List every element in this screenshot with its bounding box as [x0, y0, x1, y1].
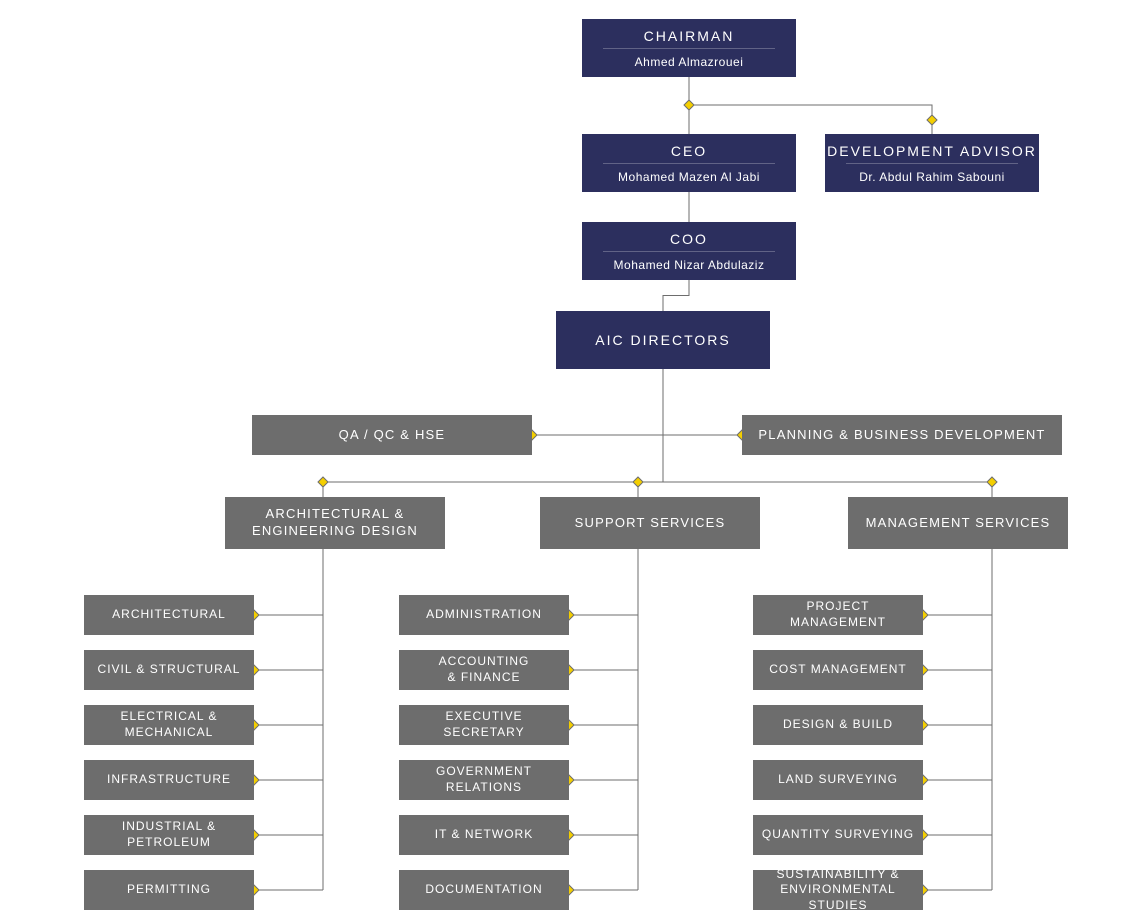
box-label: SUSTAINABILITY &ENVIRONMENTAL STUDIES — [753, 867, 923, 914]
directors-box: AIC DIRECTORS — [556, 311, 770, 369]
mgmt-sub-2: DESIGN & BUILD — [753, 705, 923, 745]
aed-sub-0: ARCHITECTURAL — [84, 595, 254, 635]
separator — [846, 163, 1017, 164]
box-label: IT & NETWORK — [429, 827, 539, 843]
box-label: ARCHITECTURAL &ENGINEERING DESIGN — [244, 506, 426, 540]
box-label: ADMINISTRATION — [420, 607, 548, 623]
box-title: CHAIRMAN — [644, 28, 735, 44]
chairman-box: CHAIRMAN Ahmed Almazrouei — [582, 19, 796, 77]
support-sub-2: EXECUTIVE SECRETARY — [399, 705, 569, 745]
aed-sub-3: INFRASTRUCTURE — [84, 760, 254, 800]
aed-sub-5: PERMITTING — [84, 870, 254, 910]
box-label: QA / QC & HSE — [331, 427, 454, 444]
org-chart: CHAIRMAN Ahmed Almazrouei CEO Mohamed Mazen… — [0, 0, 1133, 917]
box-label: SUPPORT SERVICES — [567, 515, 734, 532]
aed-sub-4: INDUSTRIAL &PETROLEUM — [84, 815, 254, 855]
aed-sub-2: ELECTRICAL &MECHANICAL — [84, 705, 254, 745]
support-sub-0: ADMINISTRATION — [399, 595, 569, 635]
box-title: CEO — [671, 143, 707, 159]
mgmt-box: MANAGEMENT SERVICES — [848, 497, 1068, 549]
separator — [603, 163, 774, 164]
box-label: COST MANAGEMENT — [763, 662, 912, 678]
box-name: Mohamed Mazen Al Jabi — [618, 170, 760, 184]
box-label: INDUSTRIAL &PETROLEUM — [116, 819, 222, 850]
aed-sub-1: CIVIL & STRUCTURAL — [84, 650, 254, 690]
box-label: PLANNING & BUSINESS DEVELOPMENT — [750, 427, 1053, 444]
qaqc-box: QA / QC & HSE — [252, 415, 532, 455]
box-label: ELECTRICAL &MECHANICAL — [115, 709, 224, 740]
support-sub-3: GOVERNMENTRELATIONS — [399, 760, 569, 800]
mgmt-sub-1: COST MANAGEMENT — [753, 650, 923, 690]
box-label: DESIGN & BUILD — [777, 717, 899, 733]
box-label: ARCHITECTURAL — [106, 607, 232, 623]
separator — [603, 48, 774, 49]
separator — [603, 251, 774, 252]
box-label: EXECUTIVE SECRETARY — [399, 709, 569, 740]
support-sub-1: ACCOUNTING& FINANCE — [399, 650, 569, 690]
box-label: INFRASTRUCTURE — [101, 772, 237, 788]
support-sub-5: DOCUMENTATION — [399, 870, 569, 910]
box-name: Ahmed Almazrouei — [635, 55, 744, 69]
box-label: GOVERNMENTRELATIONS — [430, 764, 538, 795]
box-label: LAND SURVEYING — [772, 772, 904, 788]
box-title: DEVELOPMENT ADVISOR — [827, 143, 1037, 159]
ceo-box: CEO Mohamed Mazen Al Jabi — [582, 134, 796, 192]
box-label: CIVIL & STRUCTURAL — [92, 662, 247, 678]
box-label: ACCOUNTING& FINANCE — [433, 654, 536, 685]
advisor-box: DEVELOPMENT ADVISOR Dr. Abdul Rahim Sabou… — [825, 134, 1039, 192]
box-title: AIC DIRECTORS — [595, 332, 730, 348]
box-title: COO — [670, 231, 708, 247]
box-label: PROJECT MANAGEMENT — [753, 599, 923, 630]
box-name: Dr. Abdul Rahim Sabouni — [859, 170, 1005, 184]
mgmt-sub-4: QUANTITY SURVEYING — [753, 815, 923, 855]
box-label: MANAGEMENT SERVICES — [858, 515, 1059, 532]
mgmt-sub-0: PROJECT MANAGEMENT — [753, 595, 923, 635]
box-name: Mohamed Nizar Abdulaziz — [614, 258, 765, 272]
support-sub-4: IT & NETWORK — [399, 815, 569, 855]
mgmt-sub-3: LAND SURVEYING — [753, 760, 923, 800]
aed-box: ARCHITECTURAL &ENGINEERING DESIGN — [225, 497, 445, 549]
mgmt-sub-5: SUSTAINABILITY &ENVIRONMENTAL STUDIES — [753, 870, 923, 910]
coo-box: COO Mohamed Nizar Abdulaziz — [582, 222, 796, 280]
support-box: SUPPORT SERVICES — [540, 497, 760, 549]
planning-box: PLANNING & BUSINESS DEVELOPMENT — [742, 415, 1062, 455]
box-label: QUANTITY SURVEYING — [756, 827, 920, 843]
box-label: PERMITTING — [121, 882, 217, 898]
box-label: DOCUMENTATION — [419, 882, 548, 898]
